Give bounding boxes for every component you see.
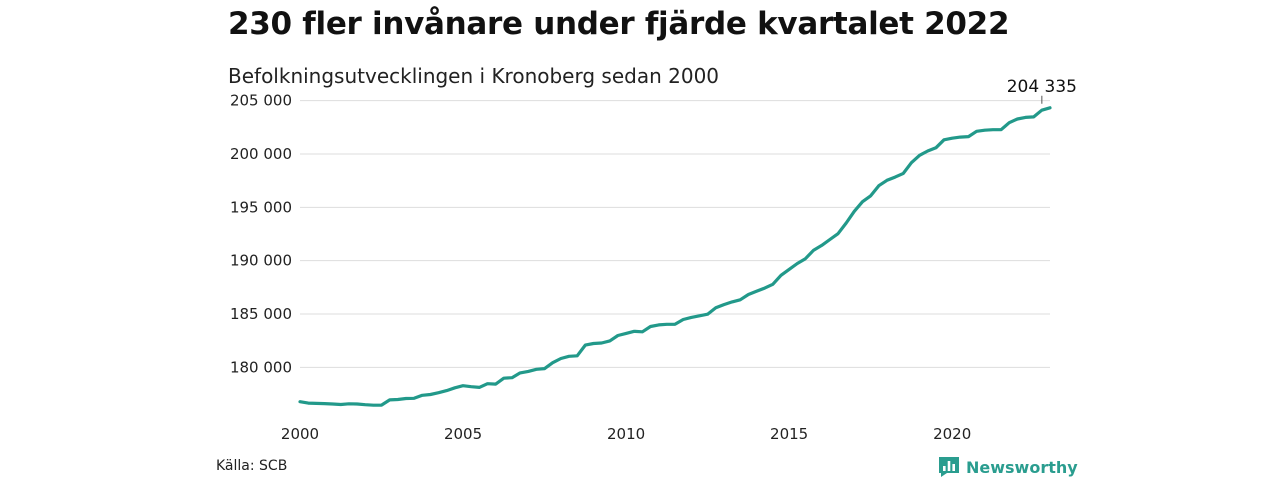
population-line-chart: 180 000 185 000 190 000 195 000 200 000 205 0… (230, 77, 1077, 443)
brand-name: Newsworthy (966, 457, 1078, 477)
y-tick-label: 205 000 (230, 92, 292, 110)
annotation-label: 204 335 (1007, 77, 1077, 97)
brand-logo: Newsworthy (938, 456, 1078, 478)
x-axis-tick-labels: 2000 2005 2010 2015 2020 (281, 425, 971, 443)
source-note: Källa: SCB (216, 458, 288, 474)
chart-subtitle: Befolkningsutvecklingen i Kronoberg seda… (228, 64, 720, 88)
y-tick-label: 190 000 (230, 252, 292, 270)
series-line-0 (298, 106, 1052, 407)
series-layer (298, 106, 1052, 407)
y-tick-label: 180 000 (230, 358, 292, 376)
x-tick-label: 2000 (281, 425, 319, 443)
gridlines (300, 100, 1050, 368)
y-tick-label: 185 000 (230, 305, 292, 323)
x-tick-label: 2020 (933, 425, 971, 443)
y-tick-label: 200 000 (230, 145, 292, 163)
bar-chart-icon (939, 457, 959, 477)
x-tick-label: 2015 (770, 425, 808, 443)
annotation-layer: 204 335 (1007, 77, 1077, 104)
chart-title: 230 fler invånare under fjärde kvartalet… (228, 6, 1010, 42)
y-axis-tick-labels: 180 000 185 000 190 000 195 000 200 000 205 0… (230, 92, 292, 377)
x-tick-label: 2010 (607, 425, 645, 443)
x-tick-label: 2005 (444, 425, 482, 443)
y-tick-label: 195 000 (230, 198, 292, 216)
